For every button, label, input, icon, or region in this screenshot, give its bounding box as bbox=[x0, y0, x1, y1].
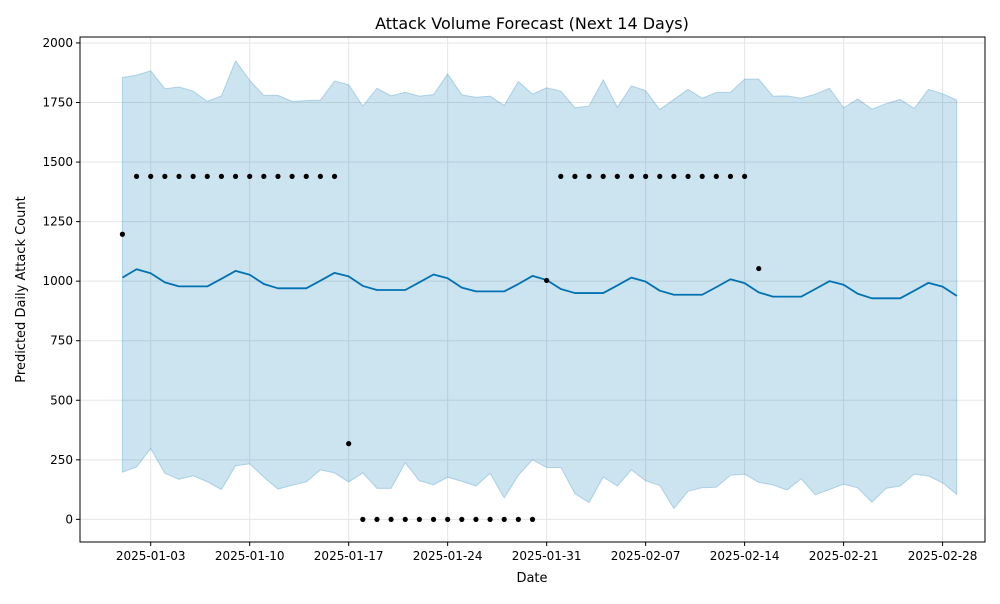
actual-data-point bbox=[247, 173, 253, 179]
actual-data-point bbox=[416, 516, 422, 522]
actual-data-point bbox=[713, 173, 719, 179]
actual-data-point bbox=[148, 173, 154, 179]
actual-data-point bbox=[515, 516, 521, 522]
actual-points-layer bbox=[119, 173, 762, 522]
actual-data-point bbox=[176, 173, 182, 179]
x-tick-label: 2025-02-14 bbox=[710, 549, 780, 563]
actual-data-point bbox=[360, 516, 366, 522]
grid-lines bbox=[80, 37, 985, 542]
actual-data-point bbox=[756, 265, 762, 272]
uncertainty-band-layer bbox=[121, 59, 958, 510]
actual-data-point bbox=[430, 516, 437, 522]
actual-data-point bbox=[289, 173, 295, 179]
actual-data-point bbox=[473, 516, 479, 522]
actual-data-point bbox=[614, 173, 620, 179]
x-axis-ticks: 2025-01-03 2025-01-10 2025-01-17 2025-01-24… bbox=[116, 542, 978, 563]
actual-data-point bbox=[727, 173, 734, 179]
actual-data-point bbox=[628, 173, 635, 179]
y-tick-label: 250 bbox=[50, 453, 73, 467]
actual-data-point bbox=[204, 173, 210, 179]
actual-data-point bbox=[445, 516, 451, 522]
actual-data-point bbox=[162, 173, 168, 179]
x-tick-label: 2025-01-10 bbox=[215, 549, 285, 563]
actual-data-point bbox=[643, 173, 649, 179]
actual-data-point bbox=[133, 173, 140, 179]
actual-data-point bbox=[501, 516, 507, 522]
actual-data-point bbox=[402, 516, 408, 522]
uncertainty-band bbox=[121, 59, 958, 510]
actual-data-point bbox=[487, 516, 493, 522]
actual-data-point bbox=[699, 173, 705, 179]
y-tick-label: 1500 bbox=[42, 155, 73, 169]
plot-frame bbox=[79, 36, 986, 543]
actual-data-point bbox=[331, 173, 338, 179]
actual-data-point bbox=[671, 173, 677, 179]
actual-data-point bbox=[303, 173, 309, 179]
actual-data-point bbox=[374, 516, 380, 522]
actual-data-point bbox=[275, 173, 281, 179]
actual-data-point bbox=[600, 173, 606, 179]
actual-data-point bbox=[119, 231, 126, 237]
actual-data-point bbox=[232, 173, 239, 179]
y-tick-label: 0 bbox=[65, 512, 73, 526]
x-tick-label: 2025-01-03 bbox=[116, 549, 186, 563]
chart-title: Attack Volume Forecast (Next 14 Days) bbox=[375, 14, 689, 33]
forecast-line-layer bbox=[121, 268, 958, 300]
actual-data-point bbox=[346, 441, 352, 447]
x-tick-label: 2025-02-07 bbox=[611, 549, 681, 563]
actual-data-point bbox=[558, 173, 564, 179]
y-axis-ticks: 0 250 500 750 1000 1250 1500 1750 2000 bbox=[42, 36, 80, 526]
actual-data-point bbox=[261, 173, 267, 179]
actual-data-point bbox=[529, 516, 536, 522]
actual-data-point bbox=[572, 173, 578, 179]
actual-data-point bbox=[685, 173, 691, 179]
actual-data-point bbox=[459, 516, 465, 522]
forecast-line bbox=[121, 268, 958, 300]
y-tick-label: 500 bbox=[50, 393, 73, 407]
actual-data-point bbox=[388, 516, 394, 522]
actual-data-point bbox=[742, 173, 748, 179]
x-tick-label: 2025-01-17 bbox=[314, 549, 384, 563]
x-tick-label: 2025-01-24 bbox=[413, 549, 483, 563]
actual-data-point bbox=[317, 173, 323, 179]
x-tick-label: 2025-02-21 bbox=[809, 549, 879, 563]
actual-data-point bbox=[544, 277, 550, 284]
x-tick-label: 2025-02-28 bbox=[908, 549, 978, 563]
actual-data-point bbox=[218, 173, 225, 179]
y-tick-label: 1250 bbox=[42, 215, 73, 229]
y-tick-label: 1000 bbox=[42, 274, 73, 288]
actual-data-point bbox=[190, 173, 196, 179]
y-tick-label: 2000 bbox=[42, 36, 73, 50]
actual-data-point bbox=[586, 173, 592, 179]
x-tick-label: 2025-01-31 bbox=[512, 549, 582, 563]
y-tick-label: 750 bbox=[50, 334, 73, 348]
actual-data-point bbox=[657, 173, 663, 179]
x-axis-title: Date bbox=[516, 571, 547, 586]
y-tick-label: 1750 bbox=[42, 96, 73, 110]
y-axis-title: Predicted Daily Attack Count bbox=[14, 196, 29, 382]
